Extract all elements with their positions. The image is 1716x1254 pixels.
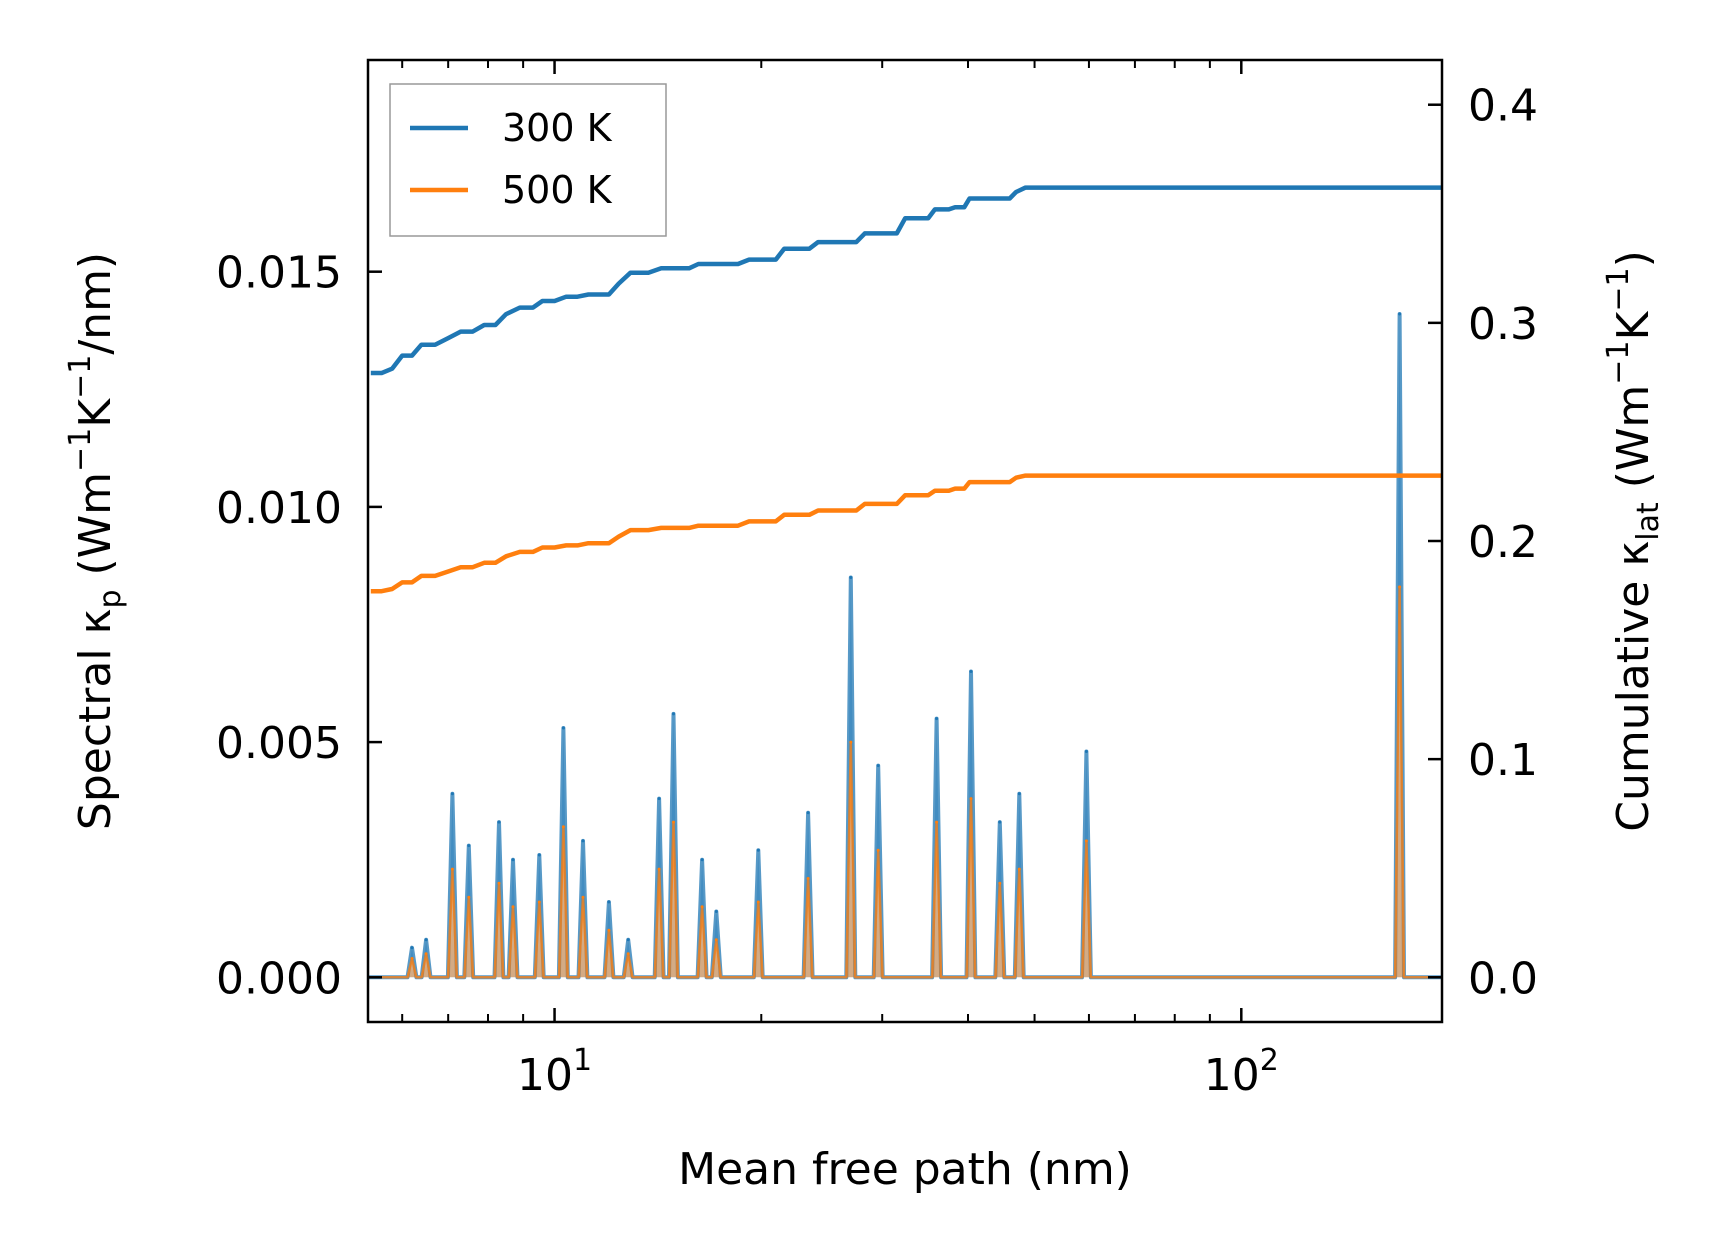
spectral-peak-point [424, 952, 428, 956]
spectral-peak-point [1084, 839, 1088, 843]
spectral-peak-point [849, 576, 853, 579]
spectral-peak-point [998, 881, 1002, 885]
spectral-peak-point [700, 905, 704, 909]
y-left-axis-label-exp2: −1 [63, 355, 98, 399]
legend: 300 K 500 K [389, 83, 667, 237]
y-right-tick-label: 0.3 [1468, 299, 1538, 350]
spectral-peak-point [450, 867, 454, 871]
y-right-axis-label-exp2: −1 [1601, 267, 1636, 311]
spectral-peak-point [1017, 867, 1021, 871]
spectral-peak-point [756, 848, 760, 852]
spectral-peak-point [626, 938, 630, 942]
spectral-peak-point [607, 900, 611, 904]
spectral-peak-point [672, 820, 675, 824]
cumulative-layer [370, 185, 1442, 594]
legend-box [389, 83, 667, 237]
spectral-peak-point [806, 877, 810, 880]
spectral-peak-point [714, 938, 718, 942]
cumulative-line-b [370, 473, 1442, 594]
spectral-peak-point [1398, 585, 1402, 589]
x-tick-exp: 1 [573, 1043, 592, 1078]
y-left-axis-label-main: Spectral κ [70, 609, 121, 831]
x-tick-base: 10 [517, 1050, 573, 1101]
spectral-peak-point [511, 905, 515, 909]
spectral-peak-point [998, 820, 1002, 824]
spectral-peak-point [1398, 312, 1402, 316]
axis-labels: Mean free path (nm)Spectral κp (Wm−1K−1/… [63, 250, 1666, 1195]
spectral-peak-point [714, 910, 718, 913]
spectral-peak-point [1461, 101, 1464, 104]
x-axis-label: Mean free path (nm) [678, 1144, 1132, 1195]
spectral-peak-point [581, 839, 585, 843]
y-left-axis-label-exp1: −1 [63, 428, 98, 472]
y-right-axis-label: Cumulative κlat (Wm−1K−1) [1601, 250, 1666, 832]
cumulative-line-a [370, 185, 1442, 376]
axes-layer: 101 1020.0000.0050.0100.0150.00.10.20.30.… [216, 58, 1538, 1101]
spectral-peak-point [876, 848, 880, 852]
spectral-peak-point [672, 712, 675, 716]
spectral-layer [368, 101, 1464, 980]
y-right-axis-label-exp1: −1 [1601, 340, 1636, 384]
spectral-peak-point [700, 858, 704, 862]
spectral-peak-point [511, 858, 515, 862]
spectral-peak-point [1084, 750, 1088, 753]
spectral-peak-point [410, 946, 414, 950]
spectral-peak-point [497, 881, 501, 885]
spectral-peak-point [849, 740, 853, 744]
spectral-series-b [368, 468, 1464, 979]
spectral-peak-point [424, 938, 428, 942]
spectral-peak-point [806, 811, 810, 815]
spectral-peak-point [607, 928, 611, 932]
spectral-peak-point [561, 825, 565, 829]
y-right-axis-label-units-close: ) [1608, 250, 1659, 267]
spectral-peak-point [876, 764, 880, 768]
spectral-peak-point [537, 853, 541, 857]
spectral-peak-point [657, 867, 661, 871]
y-right-tick-label: 0.1 [1468, 735, 1538, 786]
y-right-axis-label-subscript: lat [1631, 502, 1666, 541]
spectral-peak-point [1017, 792, 1021, 796]
spectral-peak-point [467, 844, 471, 848]
spectral-peak-point [969, 670, 973, 673]
y-right-axis-label-mid: K [1608, 310, 1659, 340]
y-left-axis-label-units-open: (Wm [70, 472, 121, 590]
spectral-peak-point [467, 895, 471, 899]
spectral-peak-point [561, 726, 565, 730]
y-left-axis-label-mid: K [70, 398, 121, 428]
y-left-axis-label-units-close: /nm) [70, 252, 121, 355]
y-left-tick-label: 0.000 [216, 953, 342, 1004]
y-left-tick-label: 0.005 [216, 718, 342, 769]
spectral-peak-point [756, 900, 760, 904]
y-left-axis-label: Spectral κp (Wm−1K−1/nm) [63, 252, 128, 830]
spectral-peak-point [497, 820, 501, 824]
y-right-tick-label: 0.2 [1468, 517, 1538, 568]
x-tick-label: 102 [1204, 1043, 1279, 1101]
y-left-axis-label-subscript: p [93, 589, 128, 608]
spectral-peak-point [935, 717, 939, 721]
spectral-peak-point [626, 952, 630, 956]
y-right-tick-label: 0.0 [1468, 953, 1538, 1004]
spectral-peak-point [935, 820, 939, 824]
spectral-peak-point [1461, 468, 1464, 471]
legend-label: 500 K [502, 168, 613, 212]
x-tick-base: 10 [1204, 1050, 1260, 1101]
legend-label: 300 K [502, 106, 613, 150]
spectral-area [368, 586, 1442, 978]
spectral-peak-point [657, 797, 661, 801]
y-right-axis-label-main: Cumulative κ [1608, 541, 1659, 832]
x-tick-exp: 2 [1260, 1043, 1279, 1078]
spectral-peak-point [969, 797, 973, 801]
y-right-axis-label-units-open: (Wm [1608, 385, 1659, 503]
spectral-peak-point [581, 895, 585, 899]
x-tick-label: 101 [517, 1043, 592, 1101]
spectral-peak-point [450, 792, 454, 796]
y-left-tick-label: 0.010 [216, 483, 342, 534]
spectral-peak-point [410, 957, 414, 960]
spectral-peak-point [537, 900, 541, 904]
y-left-tick-label: 0.015 [216, 248, 342, 299]
spectral-line [368, 585, 1442, 979]
y-right-tick-label: 0.4 [1468, 81, 1538, 132]
